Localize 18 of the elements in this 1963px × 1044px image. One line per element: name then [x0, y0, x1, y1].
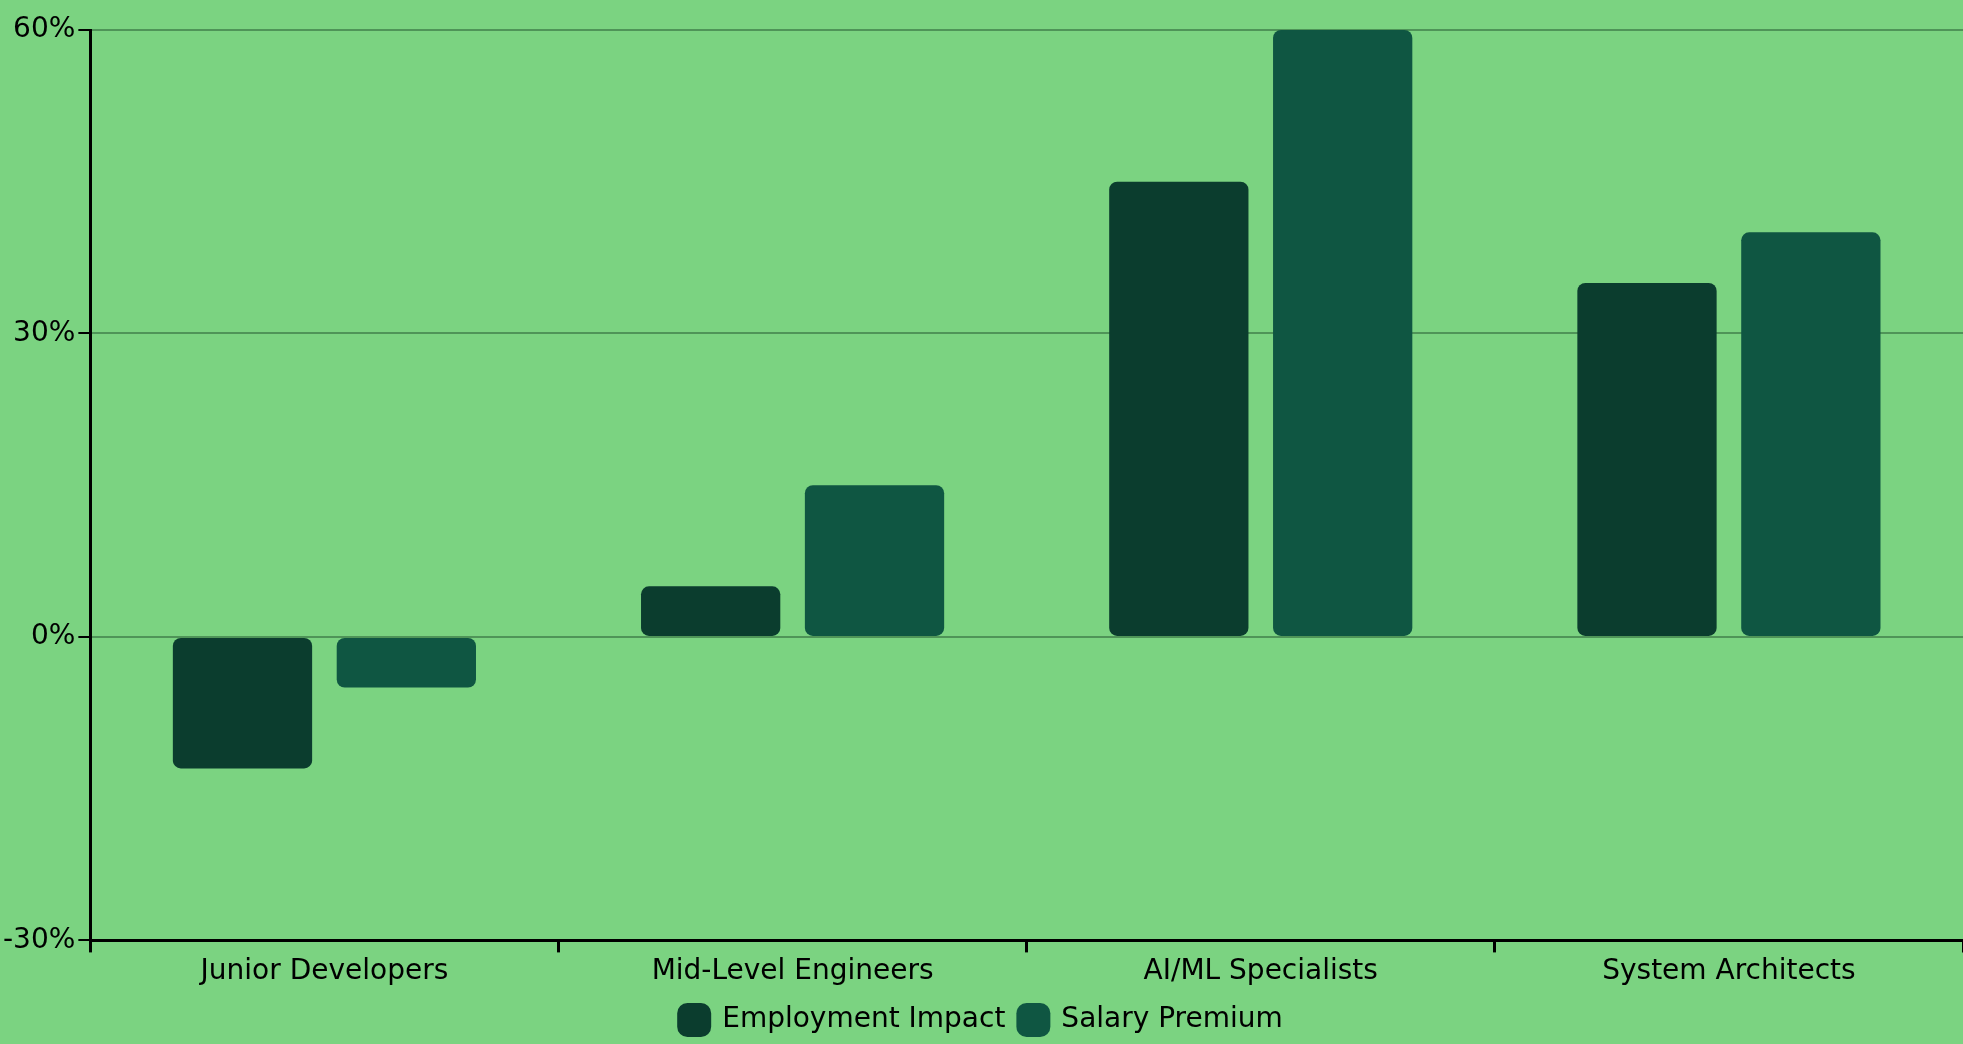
y-tick-label: 60%	[13, 11, 76, 45]
legend-label: Salary Premium	[1061, 1001, 1283, 1035]
bar	[1109, 181, 1249, 636]
y-tick-label: 30%	[13, 314, 76, 348]
x-tick-label: AI/ML Specialists	[1143, 953, 1378, 987]
y-tick-label: 0%	[30, 618, 76, 652]
bar	[172, 637, 313, 769]
bar	[1273, 30, 1413, 636]
legend-label: Employment Impact	[722, 1001, 1006, 1035]
x-tick-label: Mid-Level Engineers	[651, 953, 934, 987]
bar	[1741, 232, 1881, 636]
bar	[804, 485, 945, 636]
bar	[336, 637, 476, 688]
bar	[1577, 282, 1717, 636]
bar	[641, 586, 781, 636]
x-tick-label: System Architects	[1602, 953, 1856, 987]
x-tick-label: Junior Developers	[198, 953, 449, 987]
y-tick-label: -30%	[2, 921, 76, 955]
